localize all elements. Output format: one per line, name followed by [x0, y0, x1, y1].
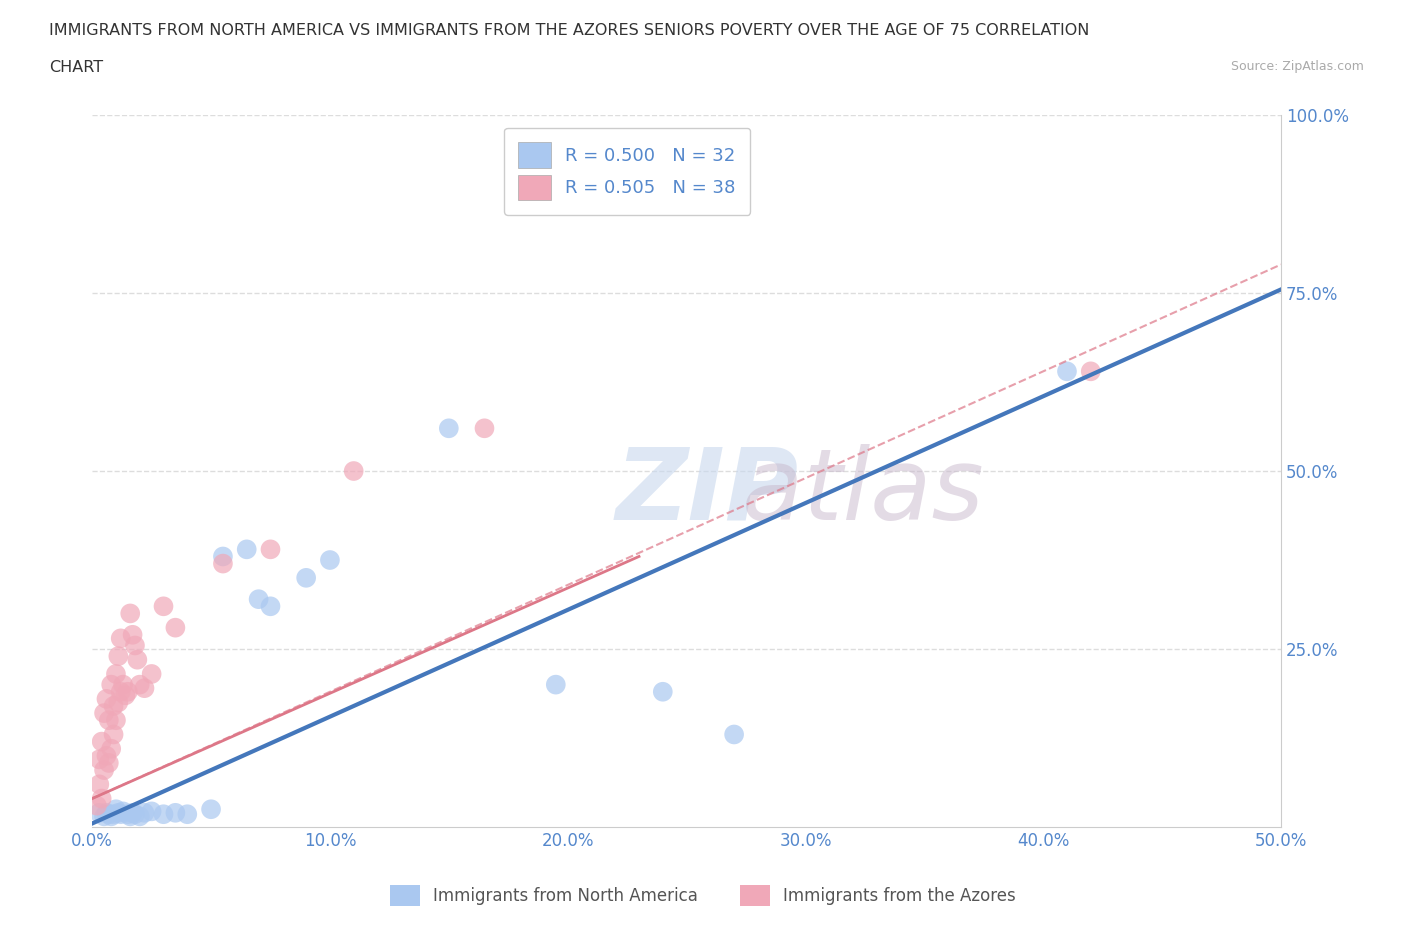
Legend: Immigrants from North America, Immigrants from the Azores: Immigrants from North America, Immigrant…: [384, 879, 1022, 912]
Point: [544, 677, 567, 692]
Point: [165, 620, 187, 635]
Text: ZIP: ZIP: [616, 444, 799, 541]
Point: [89, 752, 111, 767]
Text: CHART: CHART: [49, 60, 103, 75]
Point: [96, 691, 118, 706]
Point: [152, 807, 174, 822]
Point: [103, 727, 125, 742]
Point: [121, 628, 143, 643]
Point: [104, 667, 127, 682]
Point: [120, 809, 142, 824]
Point: [90, 734, 112, 749]
Text: Source: ZipAtlas.com: Source: ZipAtlas.com: [1230, 60, 1364, 73]
Point: [651, 684, 673, 699]
Point: [93, 763, 115, 777]
Point: [107, 695, 129, 710]
Point: [200, 802, 222, 817]
Point: [104, 712, 127, 727]
Point: [114, 688, 136, 703]
Point: [124, 807, 146, 822]
Point: [110, 807, 132, 822]
Point: [97, 755, 120, 770]
Point: [112, 677, 135, 692]
Point: [474, 421, 496, 436]
Point: [235, 542, 257, 557]
Point: [100, 741, 122, 756]
Point: [117, 684, 139, 699]
Point: [120, 606, 142, 621]
Point: [152, 599, 174, 614]
Point: [437, 421, 460, 436]
Point: [89, 777, 111, 791]
Point: [104, 802, 127, 817]
Point: [134, 805, 156, 820]
Point: [1080, 364, 1102, 379]
Point: [96, 805, 118, 820]
Point: [121, 805, 143, 820]
Point: [112, 804, 135, 818]
Point: [89, 805, 111, 820]
Point: [247, 591, 270, 606]
Point: [259, 599, 281, 614]
Point: [97, 807, 120, 822]
Point: [128, 809, 150, 824]
Legend: R = 0.500   N = 32, R = 0.505   N = 38: R = 0.500 N = 32, R = 0.505 N = 38: [503, 127, 751, 215]
Point: [107, 649, 129, 664]
Point: [124, 638, 146, 653]
Point: [93, 809, 115, 824]
Point: [127, 652, 149, 667]
Point: [103, 807, 125, 822]
Point: [100, 677, 122, 692]
Text: atlas: atlas: [616, 444, 984, 541]
Point: [97, 712, 120, 727]
Point: [1056, 364, 1078, 379]
Point: [103, 698, 125, 713]
Point: [259, 542, 281, 557]
Point: [134, 681, 156, 696]
Point: [212, 549, 235, 564]
Point: [96, 749, 118, 764]
Point: [723, 727, 745, 742]
Point: [93, 706, 115, 721]
Point: [128, 677, 150, 692]
Point: [110, 684, 132, 699]
Point: [107, 805, 129, 820]
Point: [141, 667, 163, 682]
Point: [90, 791, 112, 806]
Point: [110, 631, 132, 645]
Text: IMMIGRANTS FROM NORTH AMERICA VS IMMIGRANTS FROM THE AZORES SENIORS POVERTY OVER: IMMIGRANTS FROM NORTH AMERICA VS IMMIGRA…: [49, 23, 1090, 38]
Point: [212, 556, 235, 571]
Point: [100, 809, 122, 824]
Point: [176, 807, 198, 822]
Point: [141, 804, 163, 818]
Point: [319, 552, 342, 567]
Point: [165, 805, 187, 820]
Point: [117, 807, 139, 822]
Point: [343, 463, 366, 478]
Point: [86, 798, 108, 813]
Point: [295, 570, 318, 585]
